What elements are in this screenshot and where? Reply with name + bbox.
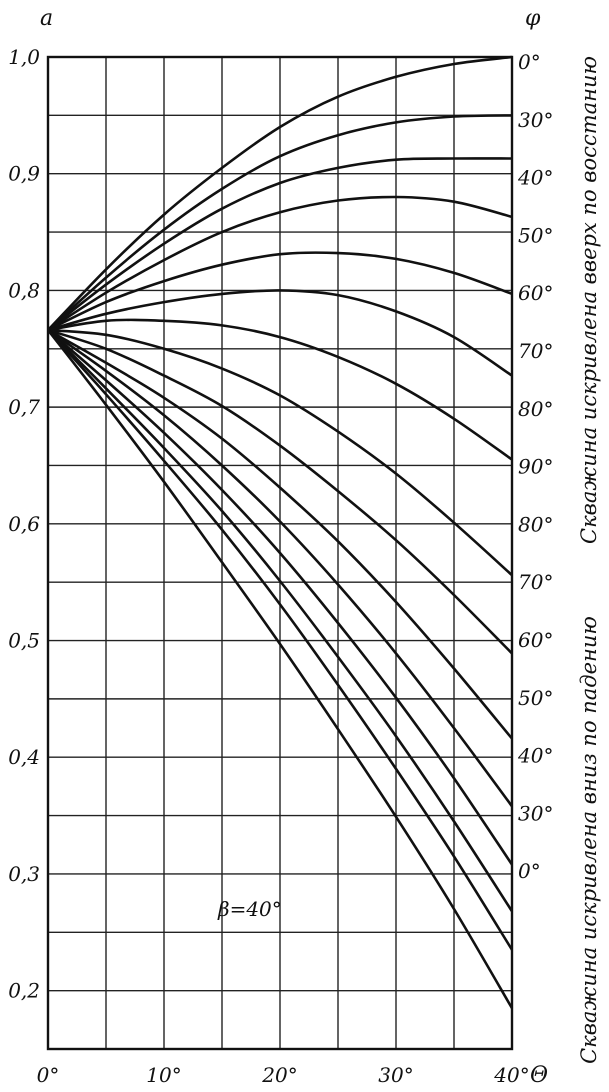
side-label-upper: Скважина искривлена вверх по восстанию <box>577 56 601 544</box>
chart-annotation: β=40° <box>217 897 282 921</box>
series-label-up: 40° <box>517 166 553 190</box>
series-label-down: 60° <box>518 628 553 652</box>
y-tick-label: 0,9 <box>8 162 40 186</box>
series-line-up-5 <box>47 289 513 377</box>
x-tick-label: 0° <box>37 1063 60 1087</box>
y-tick-label: 1,0 <box>8 45 40 69</box>
series-label-down: 50° <box>518 686 553 710</box>
side-label-lower: Скважина искривлена вниз по падению <box>577 616 601 1064</box>
series-label-down: 70° <box>518 570 553 594</box>
y-tick-label: 0,8 <box>8 278 40 302</box>
y-tick-label: 0,3 <box>8 862 40 886</box>
series-label-down: 30° <box>518 801 553 825</box>
series-label-down: 0° <box>518 859 541 883</box>
series-line-down-14 <box>46 329 514 1009</box>
y-tick-label: 0,6 <box>8 512 40 536</box>
series-label-up: 80° <box>518 397 553 421</box>
series-line-down-13 <box>47 329 514 951</box>
series-label-down: 40° <box>517 744 553 768</box>
x-axis-title: Θ <box>530 1063 548 1088</box>
series-label-pivot: 90° <box>518 455 553 479</box>
x-tick-labels: 0° 10° 20° 30° 40° Θ <box>37 1063 548 1088</box>
series-line-up-1 <box>47 114 513 332</box>
series-line-down-8 <box>47 328 513 655</box>
series-label-up: 60° <box>518 281 553 305</box>
x-tick-label: 40° <box>493 1063 529 1087</box>
y-tick-label: 0,7 <box>8 395 40 419</box>
y-tick-label: 0,2 <box>8 979 40 1003</box>
grid-lines <box>48 57 512 1049</box>
y-tick-labels: 1,0 0,9 0,8 0,7 0,6 0,5 0,4 0,3 0,2 <box>8 45 40 1003</box>
x-tick-label: 10° <box>146 1063 181 1087</box>
series-line-down-11 <box>47 329 514 866</box>
x-tick-label: 30° <box>378 1063 413 1087</box>
series-line-pivot-7 <box>47 328 513 577</box>
series-label-up: 30° <box>518 108 553 132</box>
series-line-up-6 <box>47 318 513 461</box>
x-tick-label: 20° <box>261 1063 297 1087</box>
plot-frame <box>46 55 514 1051</box>
series-line-up-0 <box>47 55 513 332</box>
series-line-down-10 <box>47 329 514 808</box>
series-label-up: 50° <box>518 223 553 247</box>
series-label-up: 0° <box>518 50 541 74</box>
series-line-up-2 <box>47 157 513 332</box>
series-line-up-4 <box>47 251 513 332</box>
series-end-labels: 0° 30° 40° 50° 60° 70° 80° 90° 80° 70° 60° 50° 40° 30… <box>517 50 553 883</box>
y-tick-label: 0,4 <box>8 745 40 769</box>
y-axis-title: a <box>40 6 53 31</box>
y-tick-label: 0,5 <box>8 629 40 653</box>
series-label-down: 80° <box>518 512 553 536</box>
series-label-up: 70° <box>518 339 553 363</box>
series-line-down-12 <box>47 329 514 913</box>
right-axis-title: φ <box>525 6 541 31</box>
data-curves <box>46 55 514 1009</box>
series-line-up-3 <box>47 195 513 332</box>
series-line-down-9 <box>47 328 514 740</box>
